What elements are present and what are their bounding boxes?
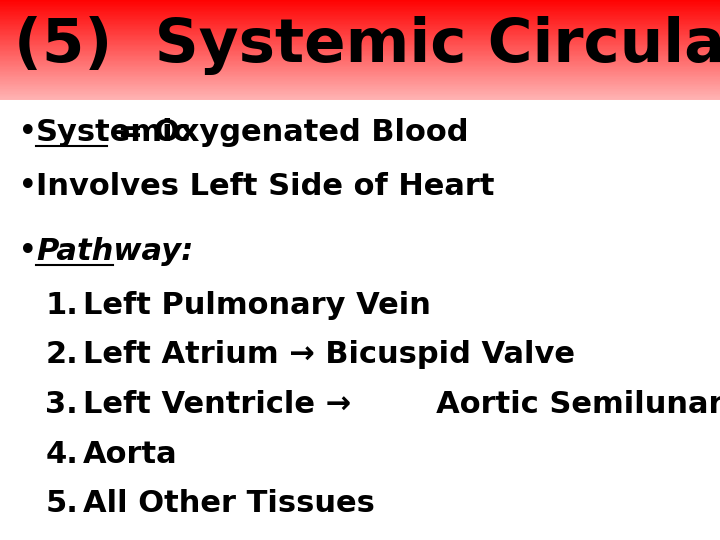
Bar xyxy=(0,45,720,48)
Bar xyxy=(0,87,720,90)
Bar xyxy=(0,80,720,83)
Bar xyxy=(0,75,720,77)
Bar xyxy=(0,5,720,8)
Bar xyxy=(0,10,720,12)
Bar xyxy=(0,59,720,61)
Bar xyxy=(0,26,720,29)
Bar xyxy=(0,89,720,91)
Bar xyxy=(0,2,720,4)
Bar xyxy=(0,22,720,24)
Bar xyxy=(0,66,720,69)
Bar xyxy=(0,51,720,53)
Bar xyxy=(0,30,720,32)
Text: 2.: 2. xyxy=(45,340,78,369)
Text: Left Ventricle →        Aortic Semilunar Valve: Left Ventricle → Aortic Semilunar Valve xyxy=(83,390,720,419)
Text: Left Atrium → Bicuspid Valve: Left Atrium → Bicuspid Valve xyxy=(83,340,575,369)
Bar xyxy=(0,62,720,64)
Bar xyxy=(0,46,720,49)
Text: •: • xyxy=(18,170,37,203)
Bar xyxy=(0,48,720,50)
Bar xyxy=(0,31,720,33)
Bar xyxy=(0,12,720,15)
Bar xyxy=(0,50,720,52)
Bar xyxy=(0,68,720,70)
Bar xyxy=(0,25,720,28)
Text: Systemic: Systemic xyxy=(36,118,192,147)
Bar xyxy=(0,74,720,76)
Bar xyxy=(0,15,720,17)
Bar xyxy=(0,19,720,21)
Bar xyxy=(0,60,720,63)
Bar xyxy=(0,86,720,89)
Bar xyxy=(0,65,720,68)
Bar xyxy=(0,85,720,87)
Bar xyxy=(0,8,720,10)
Bar xyxy=(0,28,720,30)
Bar xyxy=(0,72,720,75)
Bar xyxy=(0,39,720,41)
Bar xyxy=(0,44,720,46)
Bar xyxy=(0,16,720,19)
Bar xyxy=(0,14,720,16)
Bar xyxy=(0,83,720,85)
Bar xyxy=(0,36,720,39)
Bar xyxy=(0,82,720,84)
Text: 5.: 5. xyxy=(45,489,78,518)
Bar xyxy=(0,91,720,93)
Text: (5)  Systemic Circulation: (5) Systemic Circulation xyxy=(14,16,720,76)
Bar xyxy=(0,84,720,86)
Bar xyxy=(0,35,720,37)
Bar xyxy=(0,78,720,80)
Bar xyxy=(0,29,720,31)
Text: •: • xyxy=(18,116,37,149)
Bar xyxy=(0,96,720,99)
Bar xyxy=(0,32,720,35)
Bar xyxy=(0,38,720,40)
Bar xyxy=(0,70,720,72)
Bar xyxy=(0,42,720,44)
Text: 4.: 4. xyxy=(45,440,78,469)
Bar xyxy=(0,34,720,36)
Text: Pathway:: Pathway: xyxy=(36,237,194,266)
Bar xyxy=(0,98,720,100)
Text: 3.: 3. xyxy=(45,390,78,419)
Text: Left Pulmonary Vein: Left Pulmonary Vein xyxy=(83,291,431,320)
Bar xyxy=(0,43,720,45)
Bar xyxy=(0,49,720,51)
Bar xyxy=(0,20,720,23)
Bar xyxy=(0,4,720,6)
Bar xyxy=(0,0,720,3)
Bar xyxy=(0,90,720,92)
Bar xyxy=(0,71,720,73)
Bar xyxy=(0,56,720,59)
Text: Involves Left Side of Heart: Involves Left Side of Heart xyxy=(36,172,495,201)
Bar xyxy=(0,92,720,95)
Bar xyxy=(0,69,720,71)
Text: Aorta: Aorta xyxy=(83,440,177,469)
Bar xyxy=(0,23,720,25)
Bar xyxy=(0,3,720,5)
Text: All Other Tissues: All Other Tissues xyxy=(83,489,374,518)
Text: 1.: 1. xyxy=(45,291,78,320)
Text: •: • xyxy=(18,234,37,268)
Bar xyxy=(0,18,720,20)
Bar xyxy=(0,55,720,57)
Bar xyxy=(0,95,720,97)
Text: = Oxygenated Blood: = Oxygenated Blood xyxy=(107,118,468,147)
Bar xyxy=(0,24,720,26)
Bar xyxy=(0,76,720,79)
Bar xyxy=(0,63,720,65)
Bar xyxy=(0,40,720,43)
Bar xyxy=(0,9,720,11)
Bar xyxy=(0,58,720,60)
Bar xyxy=(0,52,720,55)
Bar xyxy=(0,64,720,66)
Bar xyxy=(0,6,720,9)
Bar xyxy=(0,0,720,1)
Bar xyxy=(0,54,720,56)
Bar xyxy=(0,79,720,81)
Bar xyxy=(0,94,720,96)
Bar xyxy=(0,11,720,14)
